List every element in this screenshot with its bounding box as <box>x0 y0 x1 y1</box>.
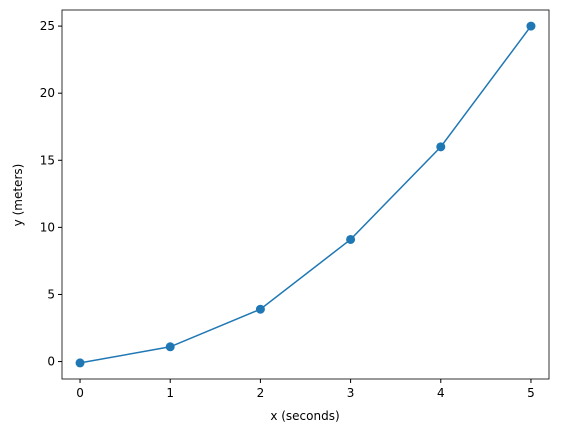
plot-frame <box>61 9 550 380</box>
data-point <box>165 342 175 352</box>
y-tick-label: 15 <box>40 153 55 167</box>
x-tick-label: 4 <box>437 386 445 400</box>
data-point <box>75 358 85 368</box>
data-point <box>436 142 446 152</box>
y-tick-label: 25 <box>40 19 55 33</box>
x-tick-label: 3 <box>347 386 355 400</box>
x-tick-label: 0 <box>76 386 84 400</box>
x-axis-label: x (seconds) <box>270 409 339 423</box>
y-tick-label: 5 <box>47 287 55 301</box>
data-point <box>526 21 536 31</box>
data-point <box>346 234 356 244</box>
y-tick-label: 0 <box>47 355 55 369</box>
data-line <box>79 25 532 364</box>
x-tick-label: 1 <box>166 386 174 400</box>
y-tick-label: 10 <box>40 220 55 234</box>
x-tick-label: 2 <box>257 386 265 400</box>
y-axis-label: y (meters) <box>11 164 25 227</box>
y-tick-label: 20 <box>40 86 55 100</box>
x-tick-label: 5 <box>527 386 535 400</box>
data-point <box>255 304 265 314</box>
